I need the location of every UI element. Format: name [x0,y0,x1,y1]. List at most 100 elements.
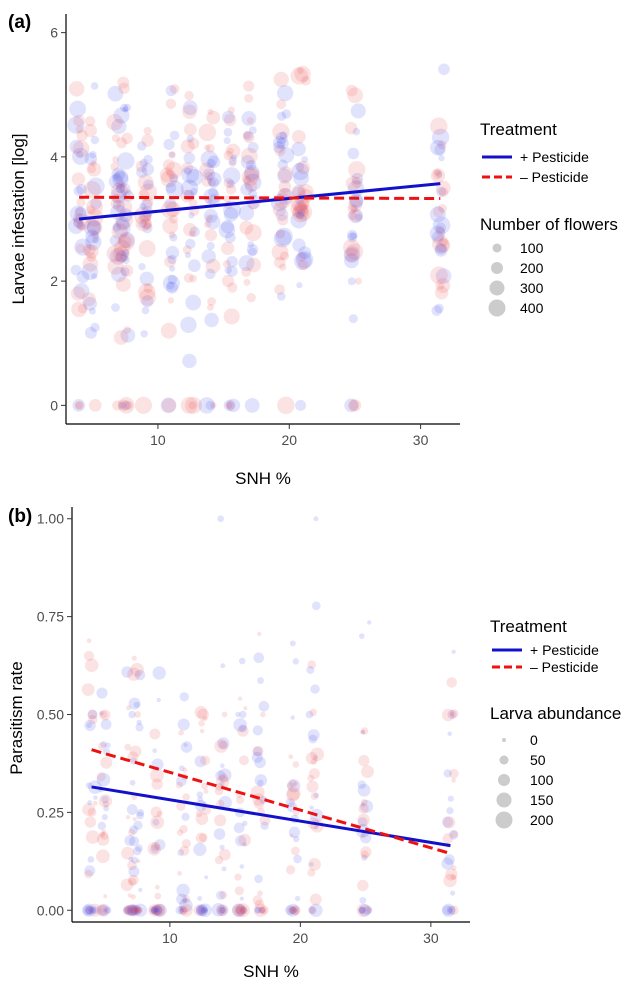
data-point [290,211,307,229]
data-point [115,216,130,231]
data-point [143,179,154,191]
data-point [254,774,268,787]
data-point [99,711,104,716]
data-point [182,100,198,116]
data-point [128,836,140,847]
data-point [76,183,87,195]
data-point [87,709,98,720]
data-point [215,775,230,789]
data-point [179,905,189,915]
data-point [217,768,232,782]
data-point [92,236,99,244]
data-point [116,199,133,216]
panel-a-points [67,63,452,415]
data-point [434,144,446,156]
data-point [451,649,456,654]
data-point [124,835,136,846]
panel-b-size-legend-title: Larva abundance [490,704,621,723]
data-point [123,906,132,915]
data-point [83,123,97,138]
data-point [183,167,192,176]
data-point [97,821,107,831]
data-point [70,264,82,276]
data-point [238,833,252,847]
data-point [149,728,161,740]
data-point [150,906,158,915]
data-point [347,203,358,214]
data-point [125,705,132,711]
size-key-100b [498,774,510,786]
data-point [151,904,163,916]
data-point [313,792,320,799]
data-point [121,846,135,860]
data-point [200,755,211,766]
data-point [137,174,154,191]
data-point [188,230,196,238]
data-point [281,109,292,119]
data-point [76,197,86,208]
data-point [72,147,90,165]
data-point [293,170,310,187]
data-point [243,130,253,141]
data-point [115,276,131,292]
data-point [344,247,359,263]
data-point [100,710,108,719]
size-label-300: 300 [520,280,544,296]
size-label-50: 50 [530,752,546,768]
trend-minus-pesticide [91,748,451,855]
data-point [199,162,215,178]
data-point [225,143,241,159]
data-point [273,256,286,269]
size-label-400: 400 [520,300,544,316]
data-point [235,905,245,915]
data-point [177,849,185,856]
data-point [275,131,288,144]
data-point [205,214,213,222]
data-point [220,663,226,669]
data-point [305,710,314,719]
data-point [254,756,266,769]
data-point [113,219,131,237]
data-point [213,828,226,840]
data-point [241,168,260,186]
data-point [160,322,177,339]
data-point [152,905,163,915]
data-point [347,147,360,160]
data-point [344,253,359,269]
data-point [152,748,158,754]
data-point [72,399,86,412]
panel-b-y-title: Parasitism rate [7,661,26,774]
data-point [197,796,204,803]
data-point [448,768,459,779]
data-point [313,516,319,522]
data-point [196,791,204,798]
data-point [181,812,190,821]
data-point [195,812,209,825]
data-point [109,235,121,247]
data-point [358,906,366,914]
data-point [284,905,296,916]
data-point [168,151,176,159]
data-point [289,779,297,787]
data-point [242,175,252,185]
data-point [185,238,196,250]
data-point [128,828,136,837]
data-point [185,294,202,311]
data-point [226,179,236,189]
data-point [84,244,99,259]
data-point [294,895,301,902]
data-point [194,755,207,768]
data-point [219,781,225,787]
data-point [168,231,176,239]
data-point [246,243,259,256]
data-point [219,763,225,769]
data-point [159,167,175,183]
data-point [165,245,180,260]
data-point [77,303,88,314]
data-point [276,111,287,121]
data-point [201,176,213,187]
data-point [347,232,358,243]
data-point [150,844,160,854]
data-point [447,709,457,720]
data-point [259,905,269,915]
